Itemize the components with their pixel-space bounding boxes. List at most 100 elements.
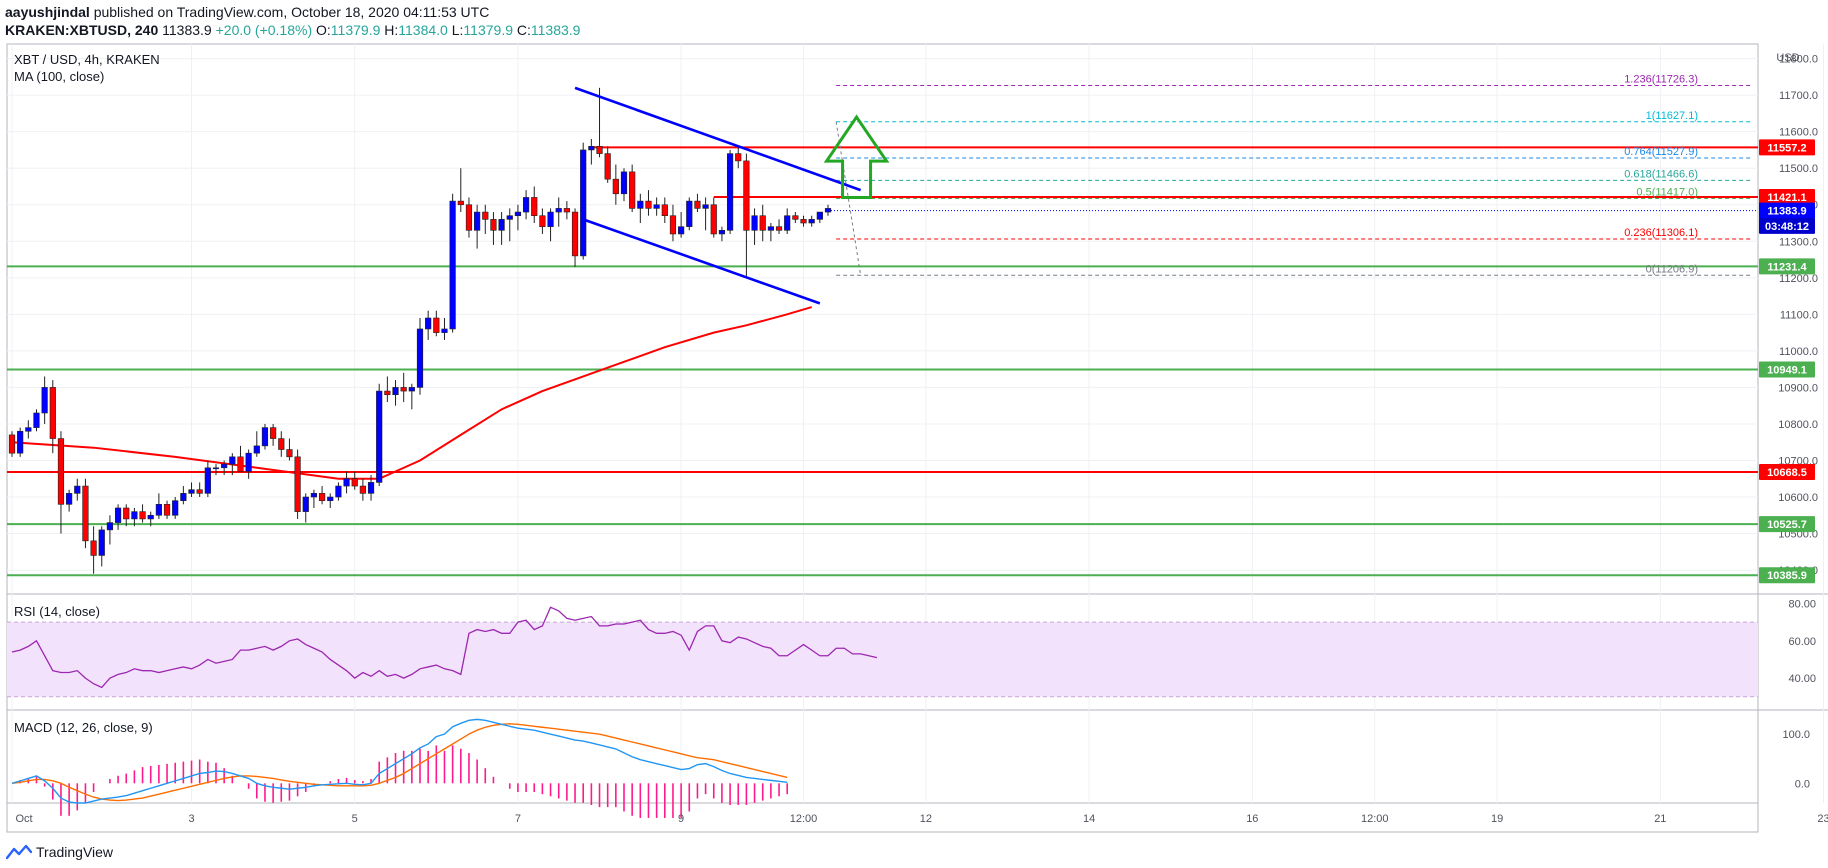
candle-down — [237, 456, 244, 472]
candle-down — [139, 511, 146, 520]
candle-down — [612, 178, 619, 195]
price-badge — [1759, 516, 1815, 533]
candle-up — [310, 493, 318, 498]
fib-level-label: 0.236(11306.1) — [1624, 227, 1698, 239]
price-change: +20.0 (+0.18%) — [215, 22, 313, 38]
time-axis-tick: 7 — [515, 813, 521, 825]
price-badge-label: 11231.4 — [1767, 261, 1807, 273]
candle-down — [8, 434, 16, 454]
time-axis-tick: 5 — [352, 813, 358, 825]
rsi-axis-tick: 60.00 — [1788, 636, 1816, 648]
candle-up — [147, 514, 154, 520]
candle-up — [718, 230, 726, 235]
candles — [8, 87, 832, 574]
price-badge-label: 10949.1 — [1767, 364, 1807, 376]
candle-down — [490, 219, 497, 231]
price-badge-label: 10525.7 — [1767, 519, 1807, 531]
candle-down — [775, 226, 783, 231]
candle-up — [245, 452, 252, 472]
candle-down — [163, 504, 171, 516]
candle-up — [343, 478, 350, 487]
fib-level-label: 1.236(11726.3) — [1624, 74, 1698, 86]
footer: TradingView — [6, 842, 113, 862]
candle-up — [17, 430, 24, 454]
macd-line — [11, 718, 788, 804]
candle-up — [751, 215, 758, 231]
candle-up — [221, 463, 228, 469]
up-arrow-icon — [823, 114, 890, 199]
candle-up — [25, 427, 32, 432]
candle-up — [261, 427, 269, 447]
candle-up — [253, 445, 260, 454]
price-axis-tick: 11500.0 — [1779, 163, 1818, 175]
ma-indicator-label: MA (100, close) — [14, 69, 104, 84]
ohlc-low: 11379.9 — [463, 22, 513, 38]
price-badge — [1759, 258, 1815, 275]
candle-up — [702, 204, 709, 209]
price-axis-tick: 11600.0 — [1779, 127, 1818, 139]
time-axis-tick: 12 — [920, 813, 932, 825]
time-axis-tick: 23 — [1817, 813, 1828, 825]
candle-down — [710, 204, 717, 235]
ohlc-close: 11383.9 — [530, 22, 581, 38]
candle-down — [669, 215, 677, 235]
price-axis-tick: 11100.0 — [1780, 309, 1818, 321]
price-axis-tick: 10600.0 — [1778, 492, 1818, 504]
countdown-badge — [1759, 217, 1815, 234]
candle-up — [41, 387, 48, 414]
candle-up — [376, 390, 383, 483]
candle-up — [66, 493, 73, 505]
macd-signal-line — [11, 723, 788, 802]
candle-up — [522, 197, 530, 213]
candle-up — [767, 226, 774, 231]
candle-down — [596, 145, 603, 154]
chart-header: aayushjindal published on TradingView.co… — [0, 0, 1828, 44]
macd-axis-tick: 0.0 — [1795, 778, 1810, 790]
publisher-name[interactable]: aayushjindal — [5, 4, 90, 20]
candle-up — [449, 200, 456, 330]
candle-down — [661, 204, 668, 217]
fib-level-label: 0.764(11527.9) — [1624, 146, 1698, 158]
macd-axis-tick: 100.0 — [1782, 729, 1810, 741]
candle-up — [498, 219, 505, 231]
price-axis-tick: 10900.0 — [1778, 382, 1818, 394]
candle-down — [359, 485, 366, 494]
currency-label: USD — [1776, 52, 1799, 64]
candle-up — [588, 145, 595, 151]
price-badge — [1759, 463, 1815, 480]
candle-down — [571, 211, 579, 257]
candle-up — [686, 200, 693, 227]
candle-up — [620, 171, 628, 195]
candle-up — [816, 211, 823, 220]
time-axis-tick: 12:00 — [790, 813, 818, 825]
channel-lower-line — [582, 218, 821, 305]
price-axis-tick: 11300.0 — [1779, 236, 1818, 248]
candle-down — [604, 153, 611, 180]
price-pane-title: XBT / USD, 4h, KRAKEN — [14, 52, 160, 67]
candle-down — [645, 200, 652, 209]
candle-up — [784, 215, 791, 231]
price-badge — [1759, 567, 1815, 584]
candle-up — [106, 522, 114, 531]
last-price: 11383.9 — [162, 22, 212, 38]
channel-upper-line — [574, 86, 862, 192]
candle-up — [726, 153, 734, 231]
time-axis-tick: 9 — [678, 813, 684, 825]
footer-brand[interactable]: TradingView — [36, 844, 114, 860]
fib-trend-line — [835, 121, 862, 276]
candle-up — [416, 328, 424, 388]
candle-up — [506, 215, 513, 220]
price-axis-tick: 11000.0 — [1779, 346, 1818, 358]
fib-level-label: 1(11627.1) — [1646, 110, 1698, 122]
symbol-name[interactable]: KRAKEN:XBTUSD, 240 — [5, 22, 159, 38]
candle-up — [637, 200, 644, 209]
last-price-label: 11383.9 — [1767, 206, 1806, 218]
candle-up — [327, 496, 334, 501]
candle-up — [114, 507, 122, 523]
price-badge-label: 11421.1 — [1767, 192, 1806, 204]
candle-up — [172, 500, 179, 516]
fib-level-label: 0(11206.9) — [1646, 263, 1698, 275]
candle-down — [735, 153, 742, 162]
candle-down — [539, 215, 546, 227]
